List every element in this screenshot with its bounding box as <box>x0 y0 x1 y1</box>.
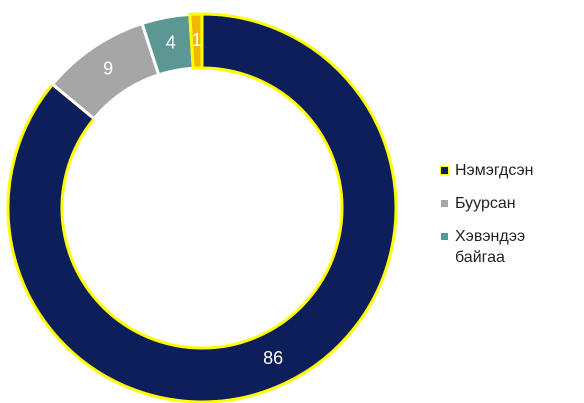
data-label: 9 <box>103 59 113 79</box>
legend-swatch <box>440 199 449 208</box>
legend: Нэмэгдсэн Буурсан Хэвэндээ байгаа <box>440 160 580 280</box>
donut-segment <box>188 12 204 70</box>
legend-item: Хэвэндээ байгаа <box>440 226 580 268</box>
data-label: 86 <box>263 348 283 368</box>
data-label: 1 <box>192 30 202 50</box>
data-label: 4 <box>166 33 176 53</box>
legend-item: Буурсан <box>440 193 580 214</box>
legend-label: Хэвэндээ байгаа <box>455 228 526 266</box>
donut-segment <box>6 12 398 403</box>
legend-swatch <box>440 166 449 175</box>
legend-item: Нэмэгдсэн <box>440 160 580 181</box>
legend-label: Нэмэгдсэн <box>455 162 534 179</box>
legend-label: Буурсан <box>455 195 516 212</box>
legend-swatch <box>440 232 449 241</box>
